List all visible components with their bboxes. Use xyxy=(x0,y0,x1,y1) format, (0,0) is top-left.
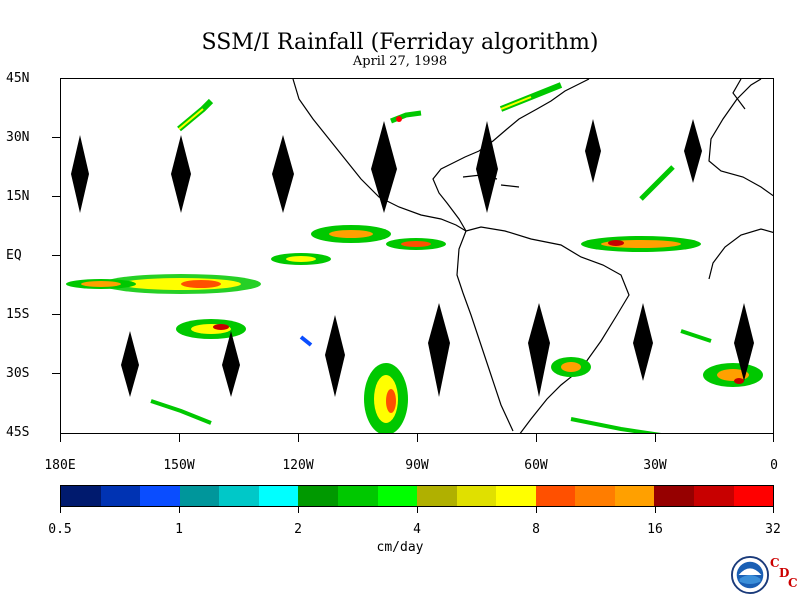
colorbar-tick xyxy=(773,507,774,513)
rain-bands xyxy=(66,82,763,433)
missing-data-diamond xyxy=(428,303,450,397)
missing-data-diamond xyxy=(734,303,754,381)
missing-data-diamond xyxy=(684,119,702,183)
figure-date: April 27, 1998 xyxy=(352,54,448,69)
colorbar-cell xyxy=(733,486,774,506)
colorbar-cell xyxy=(535,486,576,506)
missing-data-diamond xyxy=(528,303,550,397)
colorbar-cell xyxy=(377,486,418,506)
map-svg xyxy=(66,79,773,433)
lat-tick xyxy=(52,255,60,256)
lon-label-0: 0 xyxy=(770,458,778,473)
colorbar-cell xyxy=(654,486,694,506)
lon-label-120w: 120W xyxy=(282,458,314,473)
lon-tick xyxy=(655,434,656,442)
lat-label-15s: 15S xyxy=(6,307,30,322)
lat-label-45s: 45S xyxy=(6,425,30,440)
lon-tick xyxy=(298,434,299,442)
colorbar-cell xyxy=(298,486,338,506)
missing-data-diamond xyxy=(171,135,191,213)
lat-label-eq: EQ xyxy=(6,248,22,263)
colorbar-label: 0.5 xyxy=(48,522,72,537)
colorbar-cell xyxy=(614,486,655,506)
colorbar-tick xyxy=(536,507,537,513)
missing-data-diamond xyxy=(272,135,294,213)
lon-tick xyxy=(773,434,774,442)
figure-title: SSM/I Rainfall (Ferriday algorithm) xyxy=(201,30,599,55)
colorbar-label: 1 xyxy=(175,522,183,537)
lat-label-45n: 45N xyxy=(6,71,30,86)
colorbar-label: 2 xyxy=(294,522,302,537)
lon-tick xyxy=(179,434,180,442)
missing-data-diamond xyxy=(121,331,139,397)
lon-label-60w: 60W xyxy=(524,458,548,473)
lat-label-30s: 30S xyxy=(6,366,30,381)
missing-data-diamond xyxy=(71,135,89,213)
colorbar-label: 8 xyxy=(532,522,540,537)
missing-data-diamond xyxy=(325,315,345,397)
lat-label-30n: 30N xyxy=(6,130,30,145)
colorbar-cell xyxy=(61,486,101,506)
colorbar-cell xyxy=(456,486,497,506)
colorbar-cell xyxy=(337,486,378,506)
colorbar-cell xyxy=(179,486,220,506)
rainfall-map xyxy=(60,78,774,434)
colorbar-cell xyxy=(140,486,180,506)
missing-data-diamond xyxy=(476,121,498,213)
colorbar-label: 16 xyxy=(647,522,663,537)
missing-data-diamond xyxy=(585,119,601,183)
lon-tick xyxy=(536,434,537,442)
missing-data-diamond xyxy=(371,121,397,213)
color-bar xyxy=(60,485,774,507)
colorbar-tick xyxy=(298,507,299,513)
colorbar-label: 32 xyxy=(765,522,781,537)
lat-tick xyxy=(52,373,60,374)
missing-data-diamond xyxy=(222,331,240,397)
colorbar-tick xyxy=(655,507,656,513)
lat-tick xyxy=(52,314,60,315)
colorbar-cell xyxy=(575,486,615,506)
colorbar-tick xyxy=(179,507,180,513)
lat-tick xyxy=(52,196,60,197)
cdc-letter-c2: C xyxy=(788,576,798,590)
colorbar-cell xyxy=(219,486,259,506)
colorbar-cell xyxy=(100,486,141,506)
lon-tick xyxy=(60,434,61,442)
colorbar-label: 4 xyxy=(413,522,421,537)
lat-label-15n: 15N xyxy=(6,189,30,204)
missing-data-diamonds xyxy=(71,119,754,397)
lat-tick xyxy=(52,137,60,138)
cdc-letter-c1: C xyxy=(770,556,780,570)
colorbar-units: cm/day xyxy=(376,540,424,555)
cdc-letter-d: D xyxy=(779,566,790,580)
lon-label-90w: 90W xyxy=(405,458,429,473)
lon-label-30w: 30W xyxy=(643,458,667,473)
colorbar-tick xyxy=(417,507,418,513)
colorbar-cell xyxy=(694,486,734,506)
colorbar-cell xyxy=(258,486,299,506)
lon-label-150w: 150W xyxy=(163,458,195,473)
coastlines xyxy=(292,79,773,433)
colorbar-cell xyxy=(496,486,536,506)
noaa-logo xyxy=(731,556,769,594)
colorbar-cell xyxy=(417,486,457,506)
lon-tick xyxy=(417,434,418,442)
lon-label-180e: 180E xyxy=(44,458,76,473)
colorbar-tick xyxy=(60,507,61,513)
missing-data-diamond xyxy=(633,303,653,381)
